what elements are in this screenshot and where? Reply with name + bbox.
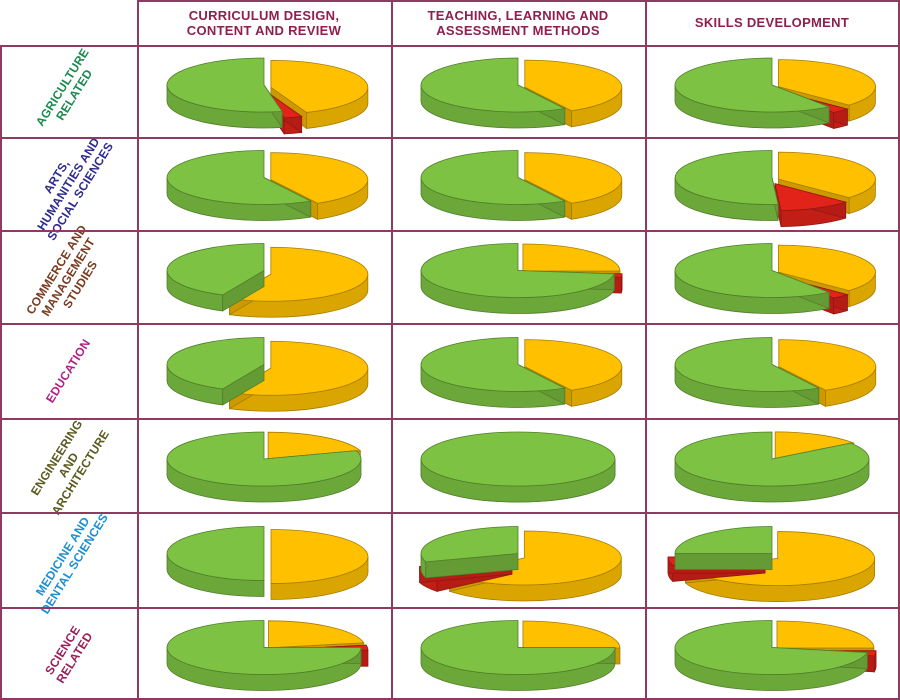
pie-slice-green	[166, 243, 265, 312]
pie-slice-green	[166, 526, 265, 597]
grid-line-horizontal	[137, 0, 900, 2]
row-label: ARTS, HUMANITIES AND SOCIAL SCIENCES	[34, 134, 117, 243]
pie-chart-cell	[645, 323, 899, 418]
pie-chart-cell	[391, 512, 645, 607]
pie-slice-green	[420, 243, 615, 314]
pie-chart	[166, 150, 369, 221]
grid-line-horizontal	[0, 230, 900, 232]
row-header-arts: ARTS, HUMANITIES AND SOCIAL SCIENCES	[0, 135, 137, 243]
grid-line-vertical	[645, 0, 647, 700]
row-header-science: SCIENCE RELATED	[0, 607, 137, 700]
grid-line-horizontal	[0, 607, 900, 609]
row-label: AGRICULTURE RELATED	[33, 45, 96, 129]
pie-chart	[674, 620, 877, 691]
column-header-curriculum: CURRICULUM DESIGN, CONTENT AND REVIEW	[186, 7, 342, 38]
pie-chart-cell	[137, 137, 391, 230]
pie-slice-green	[166, 431, 362, 503]
pie-slice-green	[674, 526, 773, 570]
pie-chart	[166, 431, 362, 503]
pie-slice-green	[420, 57, 567, 129]
pie-slice-yellow	[270, 529, 369, 600]
row-header-engineering: ENGINEERING AND ARCHITECTURE	[0, 417, 137, 517]
pie-chart-cell	[137, 512, 391, 607]
pie-chart-cell	[137, 418, 391, 512]
pie-slice-green	[420, 431, 616, 503]
pie-slice-red	[774, 183, 848, 228]
row-label: COMMERCE AND MANAGEMENT STUDIES	[23, 221, 101, 319]
grid-line-horizontal	[0, 137, 900, 139]
pie-slice-green	[420, 337, 567, 408]
grid-line-horizontal	[0, 698, 900, 700]
pie-chart-cell	[391, 230, 645, 323]
pie-chart	[166, 337, 369, 412]
grid-line-vertical	[137, 0, 139, 700]
pie-slice-yellow	[270, 59, 369, 130]
pie-slice-green	[674, 431, 870, 503]
pie-chart	[420, 431, 616, 503]
pie-chart	[674, 57, 876, 130]
row-label: ENGINEERING AND ARCHITECTURE	[27, 417, 113, 518]
pie-chart-cell	[645, 418, 899, 512]
pie-chart-cell	[391, 137, 645, 230]
pie-chart-cell	[645, 607, 899, 700]
row-header-education: EDUCATION	[0, 323, 137, 418]
grid-line-horizontal	[0, 323, 900, 325]
pie-chart	[166, 620, 369, 691]
pie-chart	[166, 57, 369, 136]
pie-chart-cell	[137, 323, 391, 418]
pie-chart	[667, 526, 876, 602]
pie-slice-green	[166, 150, 313, 221]
pie-chart-cell	[391, 45, 645, 137]
pie-chart	[674, 243, 876, 315]
pie-chart-cell	[137, 607, 391, 700]
pie-chart-cell	[391, 323, 645, 418]
row-header-agriculture: AGRICULTURE RELATED	[0, 45, 137, 137]
grid-line-vertical	[0, 45, 2, 700]
grid-line-vertical	[391, 0, 393, 700]
pie-slice-green	[166, 620, 362, 691]
pie-chart	[420, 57, 623, 129]
pie-slice-green	[674, 337, 821, 408]
grid-line-horizontal	[0, 512, 900, 514]
pie-slice-green	[420, 526, 519, 579]
pie-chart	[166, 243, 369, 318]
column-header-skills: SKILLS DEVELOPMENT	[694, 15, 850, 30]
pie-chart	[674, 150, 876, 228]
grid-line-horizontal	[0, 45, 900, 47]
pie-chart-cell	[391, 607, 645, 700]
pie-slice-green	[420, 620, 616, 691]
pie-slice-green	[166, 57, 283, 129]
grid-line-horizontal	[0, 418, 900, 420]
row-header-medicine: MEDICINE AND DENTAL SCIENCES	[0, 511, 137, 616]
pie-slice-green	[674, 243, 831, 314]
pie-chart	[420, 620, 621, 691]
pie-slice-green	[674, 57, 831, 129]
pie-slice-green	[674, 620, 869, 691]
row-label: SCIENCE RELATED	[42, 622, 96, 686]
pie-chart-cell	[645, 137, 899, 230]
pie-chart	[418, 526, 622, 602]
pie-chart	[674, 337, 877, 408]
pie-chart	[420, 150, 623, 221]
pie-chart	[420, 243, 623, 314]
pie-chart-cell	[645, 45, 899, 137]
row-header-commerce: COMMERCE AND MANAGEMENT STUDIES	[0, 222, 137, 323]
pie-chart-cell	[391, 418, 645, 512]
pie-slice-green	[420, 150, 567, 221]
pie-chart	[674, 431, 870, 503]
grid-line-vertical	[898, 0, 900, 700]
pie-chart-cell	[137, 45, 391, 137]
pie-slice-green	[674, 150, 779, 221]
column-header-teaching: TEACHING, LEARNING AND ASSESSMENT METHOD…	[427, 7, 609, 38]
pie-chart-cell	[137, 230, 391, 323]
pie-chart	[166, 526, 369, 600]
pie-chart-cell	[645, 230, 899, 323]
pie-chart-cell	[645, 512, 899, 607]
row-label: EDUCATION	[43, 336, 94, 405]
pie-chart	[420, 337, 623, 408]
row-label: MEDICINE AND DENTAL SCIENCES	[32, 510, 111, 616]
pie-slice-green	[166, 337, 265, 406]
